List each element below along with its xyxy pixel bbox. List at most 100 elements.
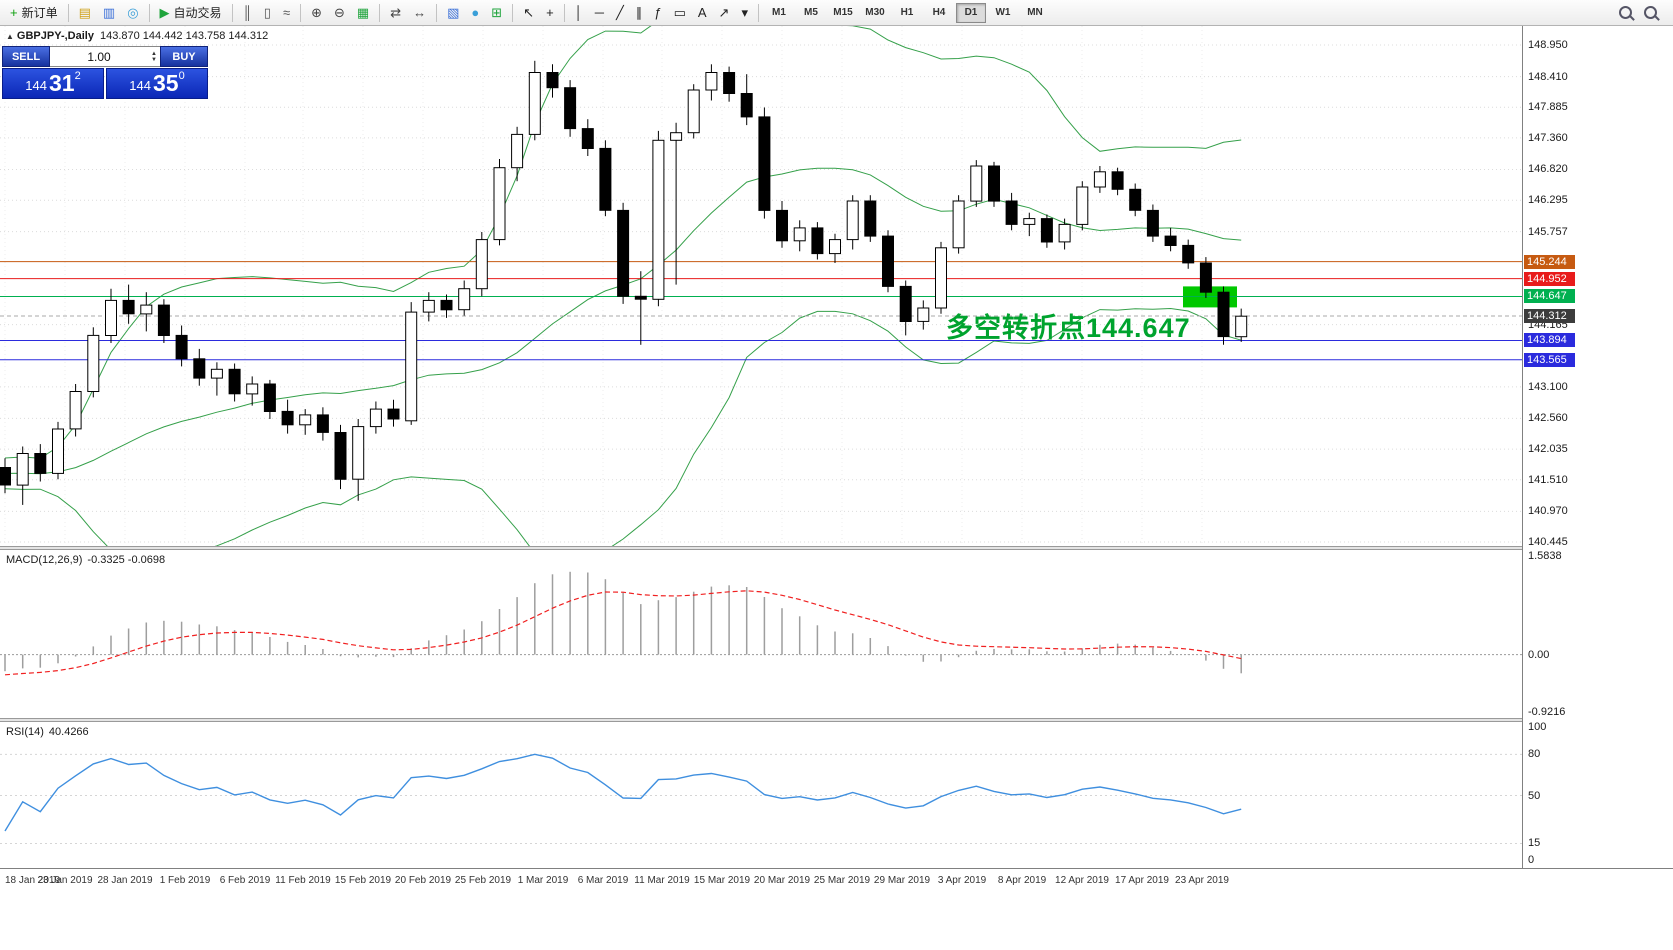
cursor-icon[interactable]: ↖ [518, 2, 539, 24]
new-chart-icon: ▧ [447, 4, 460, 20]
date-label: 20 Mar 2019 [753, 875, 811, 886]
price-tick-146.295: 146.295 [1528, 194, 1568, 207]
indicators-icon[interactable]: ⊞ [486, 2, 507, 24]
rsi-axis-80: 80 [1528, 748, 1541, 761]
candle-body [634, 295, 647, 300]
channel-icon[interactable]: ∥ [631, 2, 648, 24]
arrange-windows-icon: ⇄ [390, 4, 402, 20]
shapes-icon[interactable]: ▭ [669, 2, 691, 24]
horizontal-line-icon: ─ [594, 4, 604, 20]
toolbar-separator [300, 3, 302, 22]
buy-price-button[interactable]: 144 35 0 [106, 68, 208, 99]
candle-body [705, 72, 718, 91]
volume-spinner[interactable]: ▲ ▼ [148, 51, 160, 63]
chart-window[interactable]: ▲ GBPJPY-,Daily 143.870 144.442 143.758 14… [0, 26, 1673, 950]
date-label: 15 Feb 2019 [334, 875, 392, 886]
candle-body [263, 383, 276, 412]
price-tick-146.820: 146.820 [1528, 163, 1568, 176]
toolbar-separator [436, 3, 438, 22]
trendline-icon[interactable]: ╱ [611, 2, 629, 24]
timeframe-m5-button[interactable]: M5 [804, 7, 818, 18]
volume-up-icon[interactable]: ▲ [151, 50, 157, 57]
macd-axis-max: 1.5838 [1528, 550, 1562, 562]
navigator-icon[interactable]: ◎ [122, 2, 143, 24]
text-icon[interactable]: A [693, 2, 712, 24]
candle-body [193, 358, 206, 379]
new-order-button[interactable]: + 新订单 [5, 2, 63, 24]
candle-body [299, 414, 312, 426]
date-label: 12 Apr 2019 [1055, 875, 1109, 886]
market-watch-icon[interactable]: ▤ [74, 2, 96, 24]
bar-chart-icon: ║ [242, 4, 252, 20]
bar-chart-icon[interactable]: ║ [238, 2, 257, 24]
collapse-arrow-icon[interactable]: ▲ [6, 32, 14, 41]
macd-panel-canvas[interactable] [0, 550, 1522, 718]
sell-price-sup: 2 [74, 70, 81, 82]
candle-body [1182, 244, 1195, 264]
rsi-axis-100: 100 [1528, 721, 1547, 733]
data-window-icon[interactable]: ▥ [98, 2, 120, 24]
candle-body [281, 410, 294, 426]
candle-body [1111, 171, 1124, 190]
date-label: 17 Apr 2019 [1115, 875, 1169, 886]
chart-shift-icon[interactable]: ↔ [408, 2, 431, 24]
chart-annotation-text[interactable]: 多空转折点144.647 [946, 313, 1191, 343]
fibonacci-icon[interactable]: ƒ [649, 2, 666, 24]
vertical-line-icon[interactable]: │ [570, 2, 588, 24]
arrange-windows-icon[interactable]: ⇄ [385, 2, 406, 24]
candle-body [829, 239, 841, 255]
timeframe-mn-button[interactable]: MN [1027, 7, 1043, 18]
new-chart-icon[interactable]: ▧ [442, 2, 464, 24]
crosshair-icon[interactable]: + [541, 2, 559, 24]
timeframe-m15-button[interactable]: M15 [833, 7, 853, 18]
horizontal-line-icon[interactable]: ─ [590, 2, 609, 24]
tile-windows-icon[interactable]: ▦ [352, 2, 374, 24]
rsi-indicator-label: RSI(14) 40.4266 [6, 726, 89, 738]
candle-body [0, 467, 11, 486]
timeframe-h4-button[interactable]: H4 [932, 7, 946, 18]
volume-field[interactable]: 1.00 ▲ ▼ [50, 46, 160, 67]
timeframe-h1-button[interactable]: H1 [900, 7, 914, 18]
zoom-in-icon[interactable]: ⊕ [306, 2, 327, 24]
price-badge-144.647: 144.647 [1524, 289, 1575, 304]
bollinger-upper-band[interactable] [4, 26, 1242, 459]
rsi-panel-canvas[interactable] [0, 722, 1522, 868]
candle-body [369, 408, 382, 428]
zoom-out-icon: ⊖ [333, 4, 345, 20]
sell-button[interactable]: SELL [2, 46, 50, 67]
buy-button[interactable]: BUY [160, 46, 208, 67]
price-axis[interactable]: 148.950 148.410 147.885 147.360 146.820 146.2… [1522, 26, 1673, 868]
search-icon [1619, 6, 1632, 19]
bollinger-lower-band[interactable] [4, 307, 1242, 547]
sell-price-button[interactable]: 144 31 2 [2, 68, 104, 99]
zoom-out-icon[interactable]: ⊖ [329, 2, 350, 24]
price-chart-canvas[interactable] [0, 26, 1522, 546]
search-icon[interactable] [1614, 2, 1637, 24]
chart-search-icon[interactable] [1639, 2, 1662, 24]
candlestick-chart-icon[interactable]: ▯ [259, 2, 276, 24]
sell-price-main: 144 [25, 78, 47, 93]
panel-separator[interactable] [0, 718, 1673, 722]
more-objects-icon[interactable]: ▾ [736, 2, 753, 24]
panel-separator[interactable] [0, 546, 1673, 550]
candle-body [617, 209, 630, 297]
volume-down-icon[interactable]: ▼ [151, 56, 157, 63]
timeframe-m1-button[interactable]: M1 [772, 7, 786, 18]
date-label: 11 Mar 2019 [634, 875, 690, 886]
buy-price-main: 144 [129, 78, 151, 93]
timeframe-w1-button[interactable]: W1 [995, 7, 1011, 18]
timeframe-m30-button[interactable]: M30 [865, 7, 885, 18]
autotrading-button[interactable]: ▶ 自动交易 [155, 2, 227, 24]
toolbar-separator [512, 3, 514, 22]
profiles-icon[interactable]: ● [466, 2, 484, 24]
arrow-object-icon: ↗ [718, 4, 730, 20]
arrow-object-icon[interactable]: ↗ [714, 2, 735, 24]
date-label: 8 Apr 2019 [997, 875, 1047, 886]
time-axis[interactable]: 18 Jan 2019 23 Jan 2019 28 Jan 2019 1 Feb 2… [0, 868, 1673, 893]
volume-value[interactable]: 1.00 [87, 49, 111, 64]
candle-body [458, 288, 471, 311]
line-chart-icon[interactable]: ≈ [278, 2, 295, 24]
timeframe-d1-button[interactable]: D1 [955, 2, 986, 23]
candle-body [405, 311, 418, 422]
sell-price-pips: 31 [48, 70, 75, 96]
